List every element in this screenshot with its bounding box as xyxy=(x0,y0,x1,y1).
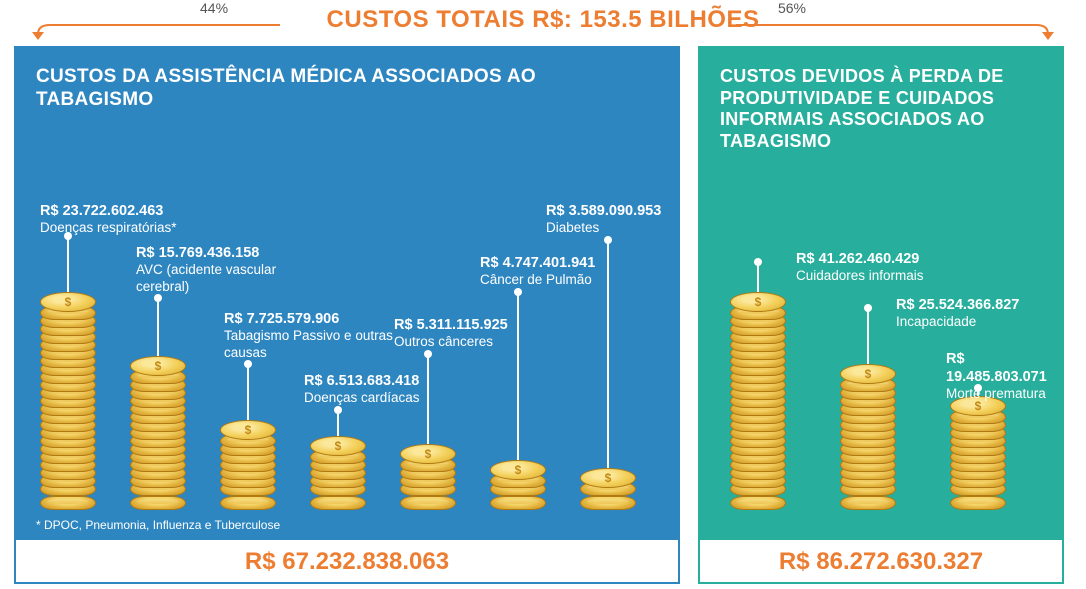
coin-top-icon: $ xyxy=(730,292,786,312)
stack-caption: Diabetes xyxy=(546,220,599,235)
stack-label: R$ 19.485.803.071Morte prematura xyxy=(946,350,1062,403)
coin-stack: $ xyxy=(490,472,554,510)
pct-right: 56% xyxy=(778,0,806,16)
panel-productivity-costs: CUSTOS DEVIDOS À PERDA DE PRODUTIVIDADE … xyxy=(698,46,1064,584)
coin-top-icon: $ xyxy=(220,420,276,440)
stack-label: R$ 4.747.401.941Câncer de Pulmão xyxy=(480,254,595,289)
coin-pile: $ xyxy=(310,448,374,510)
panel-total-value: R$ 86.272.630.327 xyxy=(779,548,983,575)
coin-icon xyxy=(220,496,276,510)
footnote: * DPOC, Pneumonia, Influenza e Tuberculo… xyxy=(36,518,280,532)
coin-icon xyxy=(40,496,96,510)
stack-caption: Outros cânceres xyxy=(394,334,493,349)
coin-pile: $ xyxy=(490,472,554,510)
coin-pile: $ xyxy=(220,432,284,510)
stack-label: R$ 5.311.115.925Outros cânceres xyxy=(394,316,508,351)
panel-total: R$ 67.232.838.063 xyxy=(16,540,678,582)
panel-body: CUSTOS DA ASSISTÊNCIA MÉDICA ASSOCIADOS … xyxy=(16,48,678,540)
panel-title: CUSTOS DA ASSISTÊNCIA MÉDICA ASSOCIADOS … xyxy=(36,66,658,112)
header-title: CUSTOS TOTAIS R$: 153.5 BILHÕES xyxy=(327,6,760,34)
chart-medical: $ R$ 23.722.602.463Doenças respiratórias*… xyxy=(16,140,678,540)
stack-label: R$ 6.513.683.418Doenças cardíacas xyxy=(304,372,420,407)
stack-value: R$ 41.262.460.429 xyxy=(796,250,924,268)
stack-caption: Cuidadores informais xyxy=(796,268,924,283)
stack-label: R$ 7.725.579.906Tabagismo Passivo e outr… xyxy=(224,310,394,362)
coin-top-icon: $ xyxy=(40,292,96,312)
leader-line xyxy=(867,308,869,372)
stack-value: R$ 23.722.602.463 xyxy=(40,202,177,220)
stack-caption: Incapacidade xyxy=(896,314,976,329)
coin-stack: $ xyxy=(220,432,284,510)
coin-stack: $ xyxy=(580,480,644,510)
stack-value: R$ 4.747.401.941 xyxy=(480,254,595,272)
header: 44% 56% CUSTOS TOTAIS R$: 153.5 BILHÕES xyxy=(0,0,1086,46)
coin-top-icon: $ xyxy=(580,468,636,488)
coin-icon xyxy=(580,496,636,510)
stack-caption: AVC (acidente vascular cerebral) xyxy=(136,262,276,294)
stack-caption: Doenças cardíacas xyxy=(304,390,420,405)
coin-pile: $ xyxy=(400,456,464,510)
stack-caption: Câncer de Pulmão xyxy=(480,272,592,287)
panel-total: R$ 86.272.630.327 xyxy=(700,540,1062,582)
coin-icon xyxy=(130,496,186,510)
coin-top-icon: $ xyxy=(400,444,456,464)
stack-label: R$ 41.262.460.429Cuidadores informais xyxy=(796,250,924,285)
stack-value: R$ 7.725.579.906 xyxy=(224,310,394,328)
coin-top-icon: $ xyxy=(310,436,366,456)
stack-caption: Doenças respiratórias* xyxy=(40,220,177,235)
stack-value: R$ 6.513.683.418 xyxy=(304,372,420,390)
coin-top-icon: $ xyxy=(840,364,896,384)
stack-caption: Tabagismo Passivo e outras causas xyxy=(224,328,393,360)
stack-value: R$ 5.311.115.925 xyxy=(394,316,508,334)
chart-productivity: $R$ 41.262.460.429Cuidadores informais$R… xyxy=(700,140,1062,540)
arrow-right-icon xyxy=(736,22,1056,40)
stack-label: R$ 23.722.602.463Doenças respiratórias* xyxy=(40,202,177,237)
coin-icon xyxy=(840,496,896,510)
coin-icon xyxy=(400,496,456,510)
coin-stack: $ xyxy=(950,408,1014,510)
coin-icon xyxy=(730,496,786,510)
coin-icon xyxy=(310,496,366,510)
coin-stack: $ xyxy=(400,456,464,510)
panel-total-value: R$ 67.232.838.063 xyxy=(245,548,449,575)
coin-pile: $ xyxy=(840,376,904,510)
pct-left: 44% xyxy=(200,0,228,16)
stack-label: R$ 15.769.436.158AVC (acidente vascular … xyxy=(136,244,306,296)
coin-stack: $ xyxy=(310,448,374,510)
arrow-left-icon xyxy=(30,22,280,40)
stack-value: R$ 19.485.803.071 xyxy=(946,350,1062,386)
panels: CUSTOS DA ASSISTÊNCIA MÉDICA ASSOCIADOS … xyxy=(0,46,1086,584)
coin-pile: $ xyxy=(730,304,794,510)
coin-pile: $ xyxy=(40,304,104,510)
stack-value: R$ 15.769.436.158 xyxy=(136,244,306,262)
leader-line xyxy=(517,292,519,486)
coin-icon xyxy=(490,496,546,510)
coin-top-icon: $ xyxy=(130,356,186,376)
leader-line xyxy=(607,240,609,492)
coin-pile: $ xyxy=(580,480,644,510)
coin-pile: $ xyxy=(130,368,194,510)
stack-caption: Morte prematura xyxy=(946,386,1046,401)
coin-icon xyxy=(950,496,1006,510)
panel-medical-costs: CUSTOS DA ASSISTÊNCIA MÉDICA ASSOCIADOS … xyxy=(14,46,680,584)
stack-value: R$ 3.589.090.953 xyxy=(546,202,661,220)
panel-body: CUSTOS DEVIDOS À PERDA DE PRODUTIVIDADE … xyxy=(700,48,1062,540)
coin-stack: $ xyxy=(40,304,104,510)
coin-pile: $ xyxy=(950,408,1014,510)
stack-label: R$ 3.589.090.953Diabetes xyxy=(546,202,661,237)
stack-label: R$ 25.524.366.827Incapacidade xyxy=(896,296,1019,331)
coin-top-icon: $ xyxy=(490,460,546,480)
coin-stack: $ xyxy=(130,368,194,510)
coin-stack: $ xyxy=(840,376,904,510)
coin-stack: $ xyxy=(730,304,794,510)
stack-value: R$ 25.524.366.827 xyxy=(896,296,1019,314)
